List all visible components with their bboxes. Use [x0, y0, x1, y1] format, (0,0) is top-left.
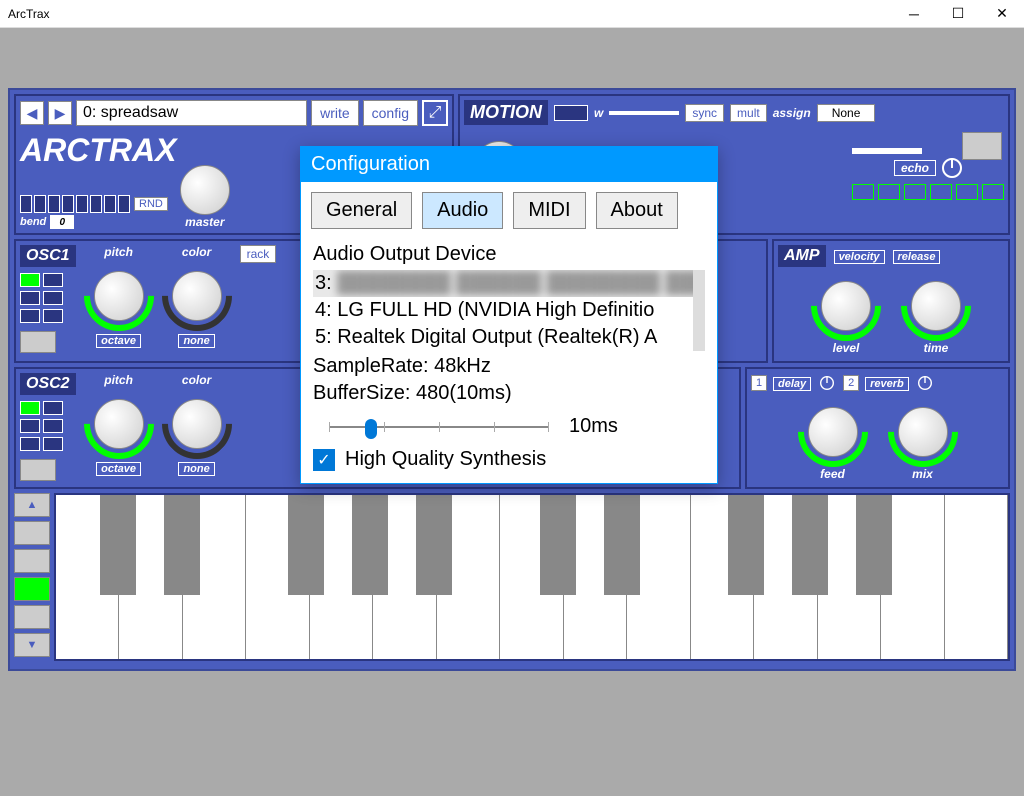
osc2-title: OSC2	[20, 373, 76, 395]
fx2-power-icon[interactable]	[918, 376, 932, 390]
bend-value[interactable]: 0	[50, 215, 74, 229]
fx-panel: 1 delay 2 reverb feed mix	[745, 367, 1010, 489]
side-btn-4[interactable]	[14, 605, 50, 629]
window-title: ArcTrax	[8, 7, 892, 21]
motion-w-slider[interactable]	[609, 111, 679, 115]
config-dialog: Configuration General Audio MIDI About A…	[300, 146, 718, 484]
tab-about[interactable]: About	[596, 192, 678, 229]
fx-slot2-num[interactable]: 2	[843, 375, 859, 391]
osc2-waveform-col1[interactable]	[20, 401, 40, 451]
octave-down-button[interactable]: ▼	[14, 633, 50, 657]
osc1-track-button[interactable]: rack	[240, 245, 277, 263]
tab-midi[interactable]: MIDI	[513, 192, 585, 229]
osc1-octave-label[interactable]: octave	[96, 334, 141, 348]
fx-feed-label: feed	[798, 467, 868, 481]
octave-up-button[interactable]: ▲	[14, 493, 50, 517]
echo-label: echo	[894, 160, 936, 176]
osc1-pitch-label: pitch	[84, 245, 154, 259]
keyboard-side-controls: ▲ ▼	[14, 493, 50, 661]
brand-logo: ARCTRAX	[20, 132, 176, 169]
osc2-aux-button[interactable]	[20, 459, 56, 481]
osc2-color-knob[interactable]	[162, 389, 232, 459]
hq-synthesis-label: High Quality Synthesis	[345, 448, 546, 471]
osc1-none-label[interactable]: none	[178, 334, 214, 348]
window-titlebar: ArcTrax ─ ☐ ✕	[0, 0, 1024, 28]
assign-value[interactable]: None	[817, 104, 876, 122]
echo-power-icon[interactable]	[942, 158, 962, 178]
fx-mix-label: mix	[888, 467, 958, 481]
side-btn-1[interactable]	[14, 521, 50, 545]
master-label: master	[185, 215, 224, 229]
side-btn-3-active[interactable]	[14, 577, 50, 601]
tab-audio[interactable]: Audio	[422, 192, 503, 229]
amp-title: AMP	[778, 245, 826, 267]
osc1-waveform-col2[interactable]	[43, 273, 63, 323]
echo-slider[interactable]	[852, 148, 922, 154]
window-maximize-button[interactable]: ☐	[936, 0, 980, 28]
motion-shape-icons[interactable]	[852, 184, 1004, 200]
samplerate-label: SampleRate: 48kHz	[313, 355, 705, 378]
step-sequencer[interactable]	[20, 195, 130, 213]
audio-device-5[interactable]: 5: Realtek Digital Output (Realtek(R) A	[313, 324, 693, 351]
audio-device-list[interactable]: 3: ████████ ██████ ████████ ███ 4: LG FU…	[313, 270, 705, 351]
window-minimize-button[interactable]: ─	[892, 0, 936, 28]
preset-name-field[interactable]: 0: spreadsaw	[76, 100, 307, 126]
osc2-waveform-col2[interactable]	[43, 401, 63, 451]
osc1-title: OSC1	[20, 245, 76, 267]
window-close-button[interactable]: ✕	[980, 0, 1024, 28]
write-button[interactable]: write	[311, 100, 359, 126]
fx-delay-label[interactable]: delay	[773, 377, 811, 391]
osc2-pitch-label: pitch	[84, 373, 154, 387]
assign-label: assign	[773, 106, 811, 120]
osc1-pitch-knob[interactable]	[84, 261, 154, 331]
fullscreen-button[interactable]: ⤢	[422, 100, 448, 126]
fx-reverb-label[interactable]: reverb	[865, 377, 909, 391]
fx-mix-knob[interactable]	[888, 397, 958, 467]
preset-next-button[interactable]: ▶	[48, 101, 72, 125]
amp-time-knob[interactable]	[901, 271, 971, 341]
master-knob[interactable]	[180, 165, 230, 215]
amp-panel: AMP velocity release level time	[772, 239, 1010, 363]
buffersize-label: BufferSize: 480(10ms)	[313, 382, 705, 405]
amp-velocity-label[interactable]: velocity	[834, 250, 885, 264]
audio-device-4[interactable]: 4: LG FULL HD (NVIDIA High Definitio	[313, 297, 693, 324]
preset-prev-button[interactable]: ◀	[20, 101, 44, 125]
motion-title: MOTION	[464, 100, 548, 125]
bend-label: bend	[20, 216, 46, 228]
side-btn-2[interactable]	[14, 549, 50, 573]
rnd-button[interactable]: RND	[134, 197, 168, 211]
amp-release-label[interactable]: release	[893, 250, 941, 264]
sync-button[interactable]: sync	[685, 104, 724, 122]
amp-level-label: level	[811, 341, 881, 355]
fx-slot1-num[interactable]: 1	[751, 375, 767, 391]
fx1-power-icon[interactable]	[820, 376, 834, 390]
osc1-aux-button[interactable]	[20, 331, 56, 353]
osc2-none-label[interactable]: none	[178, 462, 214, 476]
fx-feed-knob[interactable]	[798, 397, 868, 467]
hq-synthesis-checkbox[interactable]: ✓	[313, 449, 335, 471]
osc2-pitch-knob[interactable]	[84, 389, 154, 459]
osc1-waveform-col1[interactable]	[20, 273, 40, 323]
audio-device-3[interactable]: 3: ████████ ██████ ████████ ███	[313, 270, 693, 297]
mult-button[interactable]: mult	[730, 104, 767, 122]
motion-w-label: w	[594, 106, 603, 120]
config-button[interactable]: config	[363, 100, 418, 126]
osc1-color-knob[interactable]	[162, 261, 232, 331]
config-dialog-title: Configuration	[301, 147, 717, 182]
osc2-color-label: color	[162, 373, 232, 387]
amp-level-knob[interactable]	[811, 271, 881, 341]
osc2-octave-label[interactable]: octave	[96, 462, 141, 476]
osc1-color-label: color	[162, 245, 232, 259]
buffersize-value: 10ms	[569, 415, 618, 438]
piano-keyboard[interactable]	[54, 493, 1010, 661]
amp-time-label: time	[901, 341, 971, 355]
motion-aux-button[interactable]	[962, 132, 1002, 160]
buffersize-slider[interactable]	[329, 417, 549, 437]
motion-wave-display	[554, 105, 588, 121]
tab-general[interactable]: General	[311, 192, 412, 229]
audio-output-label: Audio Output Device	[313, 243, 705, 266]
